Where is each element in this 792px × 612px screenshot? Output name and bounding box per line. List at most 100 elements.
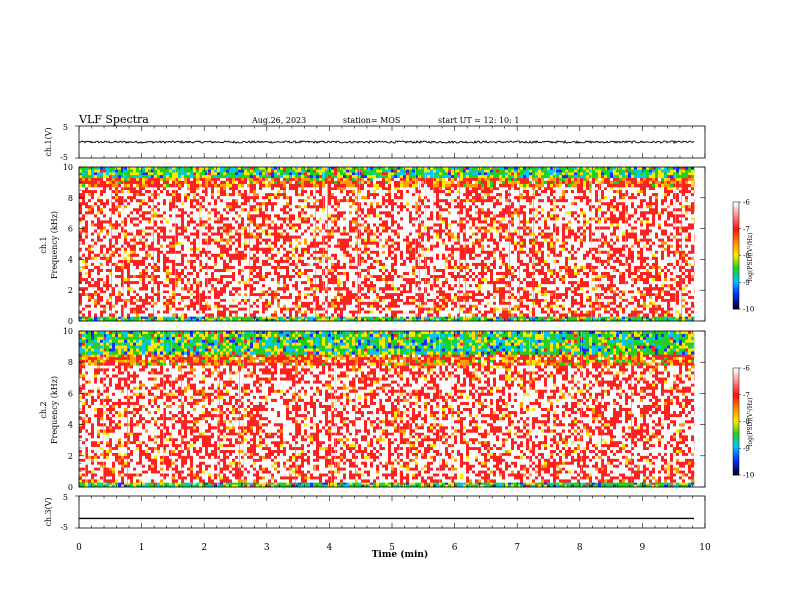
- spectrogram-cell: [625, 290, 628, 294]
- spectrogram-cell: [442, 293, 445, 297]
- spectrogram-cell: [196, 318, 199, 322]
- spectrogram-cell: [286, 238, 289, 242]
- spectrogram-cell: [580, 301, 583, 306]
- spectrogram-cell: [547, 298, 550, 303]
- spectrogram-cell: [256, 232, 259, 236]
- spectrogram-cell: [232, 262, 235, 267]
- spectrogram-cell: [118, 214, 121, 218]
- spectrogram-cell: [442, 310, 445, 314]
- spectrogram-cell: [283, 298, 286, 303]
- spectrogram-cell: [184, 287, 187, 291]
- spectrogram-cell: [220, 278, 223, 282]
- spectrogram-cell: [292, 205, 295, 209]
- spectrogram-cell: [220, 247, 223, 252]
- spectrogram-cell: [289, 229, 292, 233]
- spectrogram-cell: [289, 298, 292, 303]
- spectrogram-cell: [334, 316, 337, 319]
- spectrogram-cell: [145, 235, 148, 239]
- spectrogram-cell: [280, 244, 283, 249]
- spectrogram-cell: [490, 318, 493, 322]
- spectrogram-cell: [184, 278, 187, 282]
- spectrogram-cell: [301, 253, 304, 258]
- spectrogram-cell: [79, 301, 82, 306]
- spectrogram-cell: [328, 304, 331, 308]
- spectrogram-cell: [211, 232, 214, 236]
- spectrogram-cell: [682, 301, 685, 306]
- spectrogram-cell: [292, 232, 295, 236]
- spectrogram-cell: [409, 310, 412, 314]
- spectrogram-cell: [562, 301, 565, 306]
- spectrogram-cell: [265, 313, 268, 317]
- spectrogram-cell: [139, 244, 142, 249]
- spectrogram-cell: [433, 313, 436, 317]
- spectrogram-cell: [97, 281, 100, 285]
- spectrogram-cell: [172, 293, 175, 297]
- spectrogram-cell: [205, 310, 208, 314]
- spectrogram-cell: [577, 316, 580, 319]
- spectrogram-cell: [82, 318, 85, 322]
- spectrogram-cell: [214, 304, 217, 308]
- spectrogram-cell: [568, 293, 571, 297]
- spectrogram-cell: [334, 313, 337, 317]
- spectrogram-cell: [373, 316, 376, 319]
- spectrogram-cell: [262, 298, 265, 303]
- spectrogram-cell: [139, 296, 142, 300]
- spectrogram-cell: [97, 262, 100, 267]
- spectrogram-cell: [688, 318, 691, 322]
- spectrogram-cell: [271, 235, 274, 239]
- spectrogram-cell: [274, 232, 277, 236]
- spectrogram-cell: [175, 268, 178, 273]
- spectrogram-cell: [565, 316, 568, 319]
- spectrogram-cell: [244, 196, 247, 200]
- spectrogram-cell: [97, 247, 100, 252]
- spectrogram-cell: [265, 217, 268, 221]
- spectrogram-cell: [88, 271, 91, 276]
- spectrogram-cell: [82, 229, 85, 233]
- spectrogram-cell: [385, 290, 388, 294]
- spectrogram-cell: [595, 293, 598, 297]
- spectrogram-cell: [94, 262, 97, 267]
- spectrogram-cell: [235, 265, 238, 270]
- spectrogram-cell: [217, 268, 220, 273]
- spectrogram-cell: [271, 223, 274, 227]
- spectrogram-cell: [619, 301, 622, 306]
- spectrogram-cell: [157, 250, 160, 255]
- spectrogram-cell: [616, 307, 619, 311]
- spectrogram-cell: [220, 301, 223, 306]
- spectrogram-cell: [124, 193, 127, 197]
- spectrogram-cell: [115, 256, 118, 261]
- spectrogram-cell: [229, 211, 232, 215]
- spectrogram-cell: [244, 293, 247, 297]
- spectrogram-cell: [250, 313, 253, 317]
- spectrogram-cell: [301, 298, 304, 303]
- spectrogram-cell: [190, 316, 193, 319]
- spectrogram-cell: [280, 217, 283, 221]
- spectrogram-cell: [544, 301, 547, 306]
- spectrogram-cell: [529, 298, 532, 303]
- spectrogram-cell: [202, 259, 205, 264]
- spectrogram-cell: [304, 313, 307, 317]
- spectrogram-cell: [196, 214, 199, 218]
- spectrogram-cell: [193, 232, 196, 236]
- spectrogram-cell: [79, 190, 82, 194]
- spectrogram-cell: [169, 262, 172, 267]
- spectrogram-cell: [88, 241, 91, 245]
- spectrogram-cell: [100, 310, 103, 314]
- spectrogram-cell: [301, 259, 304, 264]
- spectrogram-cell: [97, 205, 100, 209]
- spectrogram-cell: [217, 298, 220, 303]
- spectrogram-cell: [478, 290, 481, 294]
- spectrogram-cell: [262, 190, 265, 194]
- spectrogram-cell: [121, 296, 124, 300]
- spectrogram-cell: [442, 304, 445, 308]
- spectrogram-cell: [214, 244, 217, 249]
- spectrogram-cell: [136, 217, 139, 221]
- spectrogram-cell: [97, 199, 100, 203]
- spectrogram-cell: [646, 298, 649, 303]
- spectrogram-cell: [214, 275, 217, 279]
- spectrogram-cell: [145, 187, 148, 191]
- spectrogram-cell: [94, 214, 97, 218]
- spectrogram-cell: [118, 265, 121, 270]
- spectrogram-cell: [127, 310, 130, 314]
- spectrogram-cell: [109, 214, 112, 218]
